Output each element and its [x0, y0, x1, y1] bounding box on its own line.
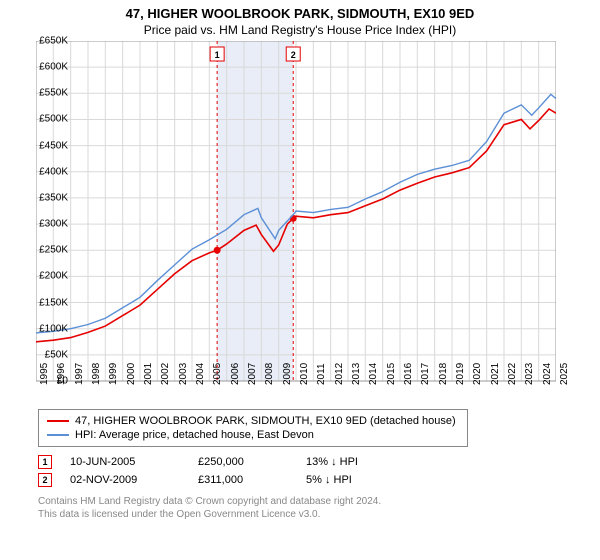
x-axis-label: 2016 — [403, 363, 414, 385]
y-axis-label: £150K — [28, 297, 68, 308]
x-axis-label: 2008 — [264, 363, 275, 385]
sales-row: 1 10-JUN-2005 £250,000 13% ↓ HPI — [38, 453, 600, 471]
marker-label: 2 — [291, 50, 296, 60]
legend-label: 47, HIGHER WOOLBROOK PARK, SIDMOUTH, EX1… — [75, 415, 456, 427]
y-axis-label: £350K — [28, 192, 68, 203]
legend-swatch — [47, 420, 69, 422]
chart-title: 47, HIGHER WOOLBROOK PARK, SIDMOUTH, EX1… — [0, 0, 600, 21]
x-axis-label: 2022 — [507, 363, 518, 385]
y-axis-label: £50K — [28, 349, 68, 360]
chart-container: 47, HIGHER WOOLBROOK PARK, SIDMOUTH, EX1… — [0, 0, 600, 560]
y-axis-label: £450K — [28, 140, 68, 151]
x-axis-label: 2015 — [386, 363, 397, 385]
x-axis-label: 2005 — [212, 363, 223, 385]
y-axis-label: £300K — [28, 219, 68, 230]
y-axis-label: £550K — [28, 88, 68, 99]
x-axis-label: 2014 — [368, 363, 379, 385]
y-axis-label: £200K — [28, 271, 68, 282]
x-axis-label: 2010 — [299, 363, 310, 385]
y-axis-label: £600K — [28, 62, 68, 73]
x-axis-label: 2011 — [316, 363, 327, 385]
chart-area: 12 £0£50K£100K£150K£200K£250K£300K£350K£… — [36, 41, 596, 401]
x-axis-label: 2013 — [351, 363, 362, 385]
y-axis-label: £250K — [28, 245, 68, 256]
sales-row: 2 02-NOV-2009 £311,000 5% ↓ HPI — [38, 471, 600, 489]
x-axis-label: 2006 — [230, 363, 241, 385]
x-axis-label: 2004 — [195, 363, 206, 385]
x-axis-label: 1997 — [74, 363, 85, 385]
sales-price: £311,000 — [198, 474, 288, 486]
x-axis-label: 2001 — [143, 363, 154, 385]
x-axis-label: 1995 — [39, 363, 50, 385]
y-axis-label: £500K — [28, 114, 68, 125]
sales-price: £250,000 — [198, 456, 288, 468]
marker-label: 1 — [215, 50, 220, 60]
x-axis-label: 2024 — [542, 363, 553, 385]
legend: 47, HIGHER WOOLBROOK PARK, SIDMOUTH, EX1… — [38, 409, 468, 447]
chart-subtitle: Price paid vs. HM Land Registry's House … — [0, 21, 600, 41]
sales-marker: 1 — [38, 455, 52, 469]
x-axis-label: 2012 — [334, 363, 345, 385]
legend-row: HPI: Average price, detached house, East… — [47, 428, 459, 442]
y-axis-label: £400K — [28, 166, 68, 177]
sales-diff: 13% ↓ HPI — [306, 456, 396, 468]
x-axis-label: 2025 — [559, 363, 570, 385]
y-axis-label: £100K — [28, 323, 68, 334]
x-axis-label: 2002 — [160, 363, 171, 385]
x-axis-label: 2020 — [472, 363, 483, 385]
footer-line-1: Contains HM Land Registry data © Crown c… — [38, 495, 600, 508]
y-axis-label: £650K — [28, 36, 68, 47]
x-axis-label: 2009 — [282, 363, 293, 385]
x-axis-label: 1996 — [56, 363, 67, 385]
footer-text: Contains HM Land Registry data © Crown c… — [38, 495, 600, 521]
x-axis-label: 2018 — [438, 363, 449, 385]
x-axis-label: 2003 — [178, 363, 189, 385]
x-axis-label: 2007 — [247, 363, 258, 385]
x-axis-label: 1999 — [108, 363, 119, 385]
sales-marker: 2 — [38, 473, 52, 487]
x-axis-label: 2021 — [490, 363, 501, 385]
sales-table: 1 10-JUN-2005 £250,000 13% ↓ HPI 2 02-NOV-200… — [38, 453, 600, 489]
shaded-band — [217, 41, 293, 381]
x-axis-label: 2000 — [126, 363, 137, 385]
sales-date: 10-JUN-2005 — [70, 456, 180, 468]
legend-label: HPI: Average price, detached house, East… — [75, 429, 314, 441]
legend-row: 47, HIGHER WOOLBROOK PARK, SIDMOUTH, EX1… — [47, 414, 459, 428]
footer-line-2: This data is licensed under the Open Gov… — [38, 508, 600, 521]
x-axis-label: 2017 — [420, 363, 431, 385]
x-axis-label: 1998 — [91, 363, 102, 385]
sales-date: 02-NOV-2009 — [70, 474, 180, 486]
legend-swatch — [47, 434, 69, 436]
x-axis-label: 2019 — [455, 363, 466, 385]
plot-svg: 12 — [36, 41, 556, 401]
x-axis-label: 2023 — [524, 363, 535, 385]
sales-diff: 5% ↓ HPI — [306, 474, 396, 486]
